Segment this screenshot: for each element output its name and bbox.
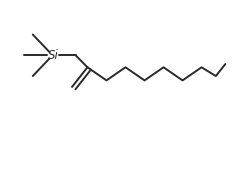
- Text: Si: Si: [48, 49, 58, 62]
